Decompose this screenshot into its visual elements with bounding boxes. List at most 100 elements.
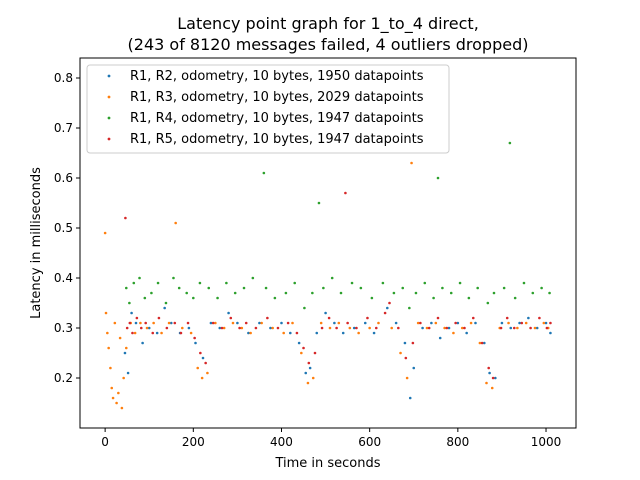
data-point-s2-46 xyxy=(377,321,380,325)
data-point-s1-36 xyxy=(408,396,412,400)
y-axis-label: Latency in milliseconds xyxy=(29,167,44,319)
data-point-s4-31 xyxy=(327,316,331,320)
data-point-s2-10 xyxy=(117,391,120,395)
data-point-s1-23 xyxy=(297,341,301,345)
data-point-s3-19 xyxy=(251,276,255,280)
data-point-s1-12 xyxy=(194,341,197,345)
data-point-s1-11 xyxy=(187,326,191,330)
data-point-s3-53 xyxy=(531,291,535,295)
data-point-s1-47 xyxy=(494,376,497,380)
y-tick-label: 0.8 xyxy=(54,71,73,85)
data-point-s1-29 xyxy=(341,331,345,335)
data-point-s4-12 xyxy=(179,331,183,335)
data-point-s1-33 xyxy=(386,306,389,310)
data-point-s2-40 xyxy=(319,321,323,325)
data-point-s3-42 xyxy=(441,286,444,290)
data-point-s1-42 xyxy=(456,321,460,325)
data-point-s1-15 xyxy=(218,326,222,330)
data-point-s1-27 xyxy=(324,311,327,315)
data-point-s4-43 xyxy=(419,321,422,325)
data-point-s1-1 xyxy=(123,351,127,355)
data-point-s4-28 xyxy=(307,361,311,365)
data-point-s3-31 xyxy=(350,281,354,285)
data-point-s3-44 xyxy=(458,281,462,285)
data-point-s4-34 xyxy=(346,321,349,325)
data-point-s3-22 xyxy=(273,296,277,300)
data-point-s2-3 xyxy=(106,331,109,335)
legend-label-r5: R1, R5, odometry, 10 bytes, 1947 datapoi… xyxy=(130,132,424,147)
data-point-s2-63 xyxy=(516,326,519,330)
data-point-s1-26 xyxy=(315,331,319,335)
data-point-s4-27 xyxy=(302,346,305,350)
data-point-s2-66 xyxy=(542,321,546,325)
data-point-s4-55 xyxy=(512,326,516,330)
data-point-s2-6 xyxy=(110,386,114,390)
data-point-s4-41 xyxy=(404,356,408,360)
data-point-s1-24 xyxy=(304,371,308,375)
data-point-s3-23 xyxy=(284,291,288,295)
data-point-s4-45 xyxy=(436,316,440,320)
data-point-s4-9 xyxy=(157,316,161,320)
data-point-s1-30 xyxy=(352,326,356,330)
data-point-s2-50 xyxy=(410,161,413,165)
legend-marker-r5 xyxy=(107,137,111,141)
data-point-s2-17 xyxy=(139,321,142,325)
data-point-s3-8 xyxy=(164,301,168,305)
data-point-s4-59 xyxy=(545,326,549,330)
data-point-s1-51 xyxy=(527,316,530,320)
data-point-s2-49 xyxy=(405,376,409,380)
data-point-s1-37 xyxy=(412,366,416,370)
data-point-s2-20 xyxy=(160,331,163,335)
data-point-s3-54 xyxy=(540,286,543,290)
data-point-s2-25 xyxy=(196,366,200,370)
data-point-s2-8 xyxy=(113,321,117,325)
data-point-s2-62 xyxy=(507,321,510,325)
data-point-s4-39 xyxy=(388,301,391,305)
data-point-s4-26 xyxy=(295,331,299,335)
data-point-s1-39 xyxy=(430,321,433,325)
plot-frame xyxy=(79,57,577,429)
data-point-s4-42 xyxy=(411,341,415,345)
data-point-s2-33 xyxy=(260,321,263,325)
data-point-s2-55 xyxy=(452,331,455,335)
data-point-s3-24 xyxy=(293,281,297,285)
data-point-s4-44 xyxy=(427,326,431,330)
data-point-s4-35 xyxy=(355,326,358,330)
data-point-s3-14 xyxy=(207,286,211,290)
data-point-s1-50 xyxy=(518,321,521,325)
legend-marker-r2 xyxy=(107,74,111,78)
data-point-s1-7 xyxy=(155,331,159,335)
data-point-s3-18 xyxy=(242,286,246,290)
data-point-s3-29 xyxy=(330,276,334,280)
legend-marker-r4 xyxy=(107,116,111,120)
data-point-s1-34 xyxy=(394,321,398,325)
data-point-s4-25 xyxy=(286,321,290,325)
data-point-s3-3 xyxy=(132,281,136,285)
data-point-s2-12 xyxy=(120,406,124,410)
data-point-s2-41 xyxy=(328,326,332,330)
data-point-s3-5 xyxy=(143,296,147,300)
data-point-s2-48 xyxy=(399,351,402,355)
legend: R1, R2, odometry, 10 bytes, 1950 datapoi… xyxy=(86,64,450,154)
data-point-s2-5 xyxy=(109,366,112,370)
series-4 xyxy=(124,191,552,380)
data-point-s4-19 xyxy=(229,316,233,320)
data-point-s1-31 xyxy=(363,321,367,325)
data-point-s4-36 xyxy=(366,316,369,320)
data-point-s2-57 xyxy=(469,321,473,325)
data-point-s2-51 xyxy=(416,321,420,325)
data-point-s4-52 xyxy=(491,376,495,380)
data-point-s3-25 xyxy=(303,306,306,310)
data-point-s3-2 xyxy=(128,301,131,305)
data-point-s4-11 xyxy=(173,321,177,325)
data-point-s2-16 xyxy=(133,331,137,335)
data-point-s3-40 xyxy=(432,296,435,300)
data-point-s1-3 xyxy=(130,311,133,315)
data-point-s4-46 xyxy=(445,326,449,330)
data-point-s3-43 xyxy=(449,291,453,295)
y-tick-label: 0.3 xyxy=(54,321,73,335)
data-point-s4-14 xyxy=(193,336,196,340)
data-point-s1-2 xyxy=(126,371,130,375)
data-point-s1-32 xyxy=(372,331,376,335)
